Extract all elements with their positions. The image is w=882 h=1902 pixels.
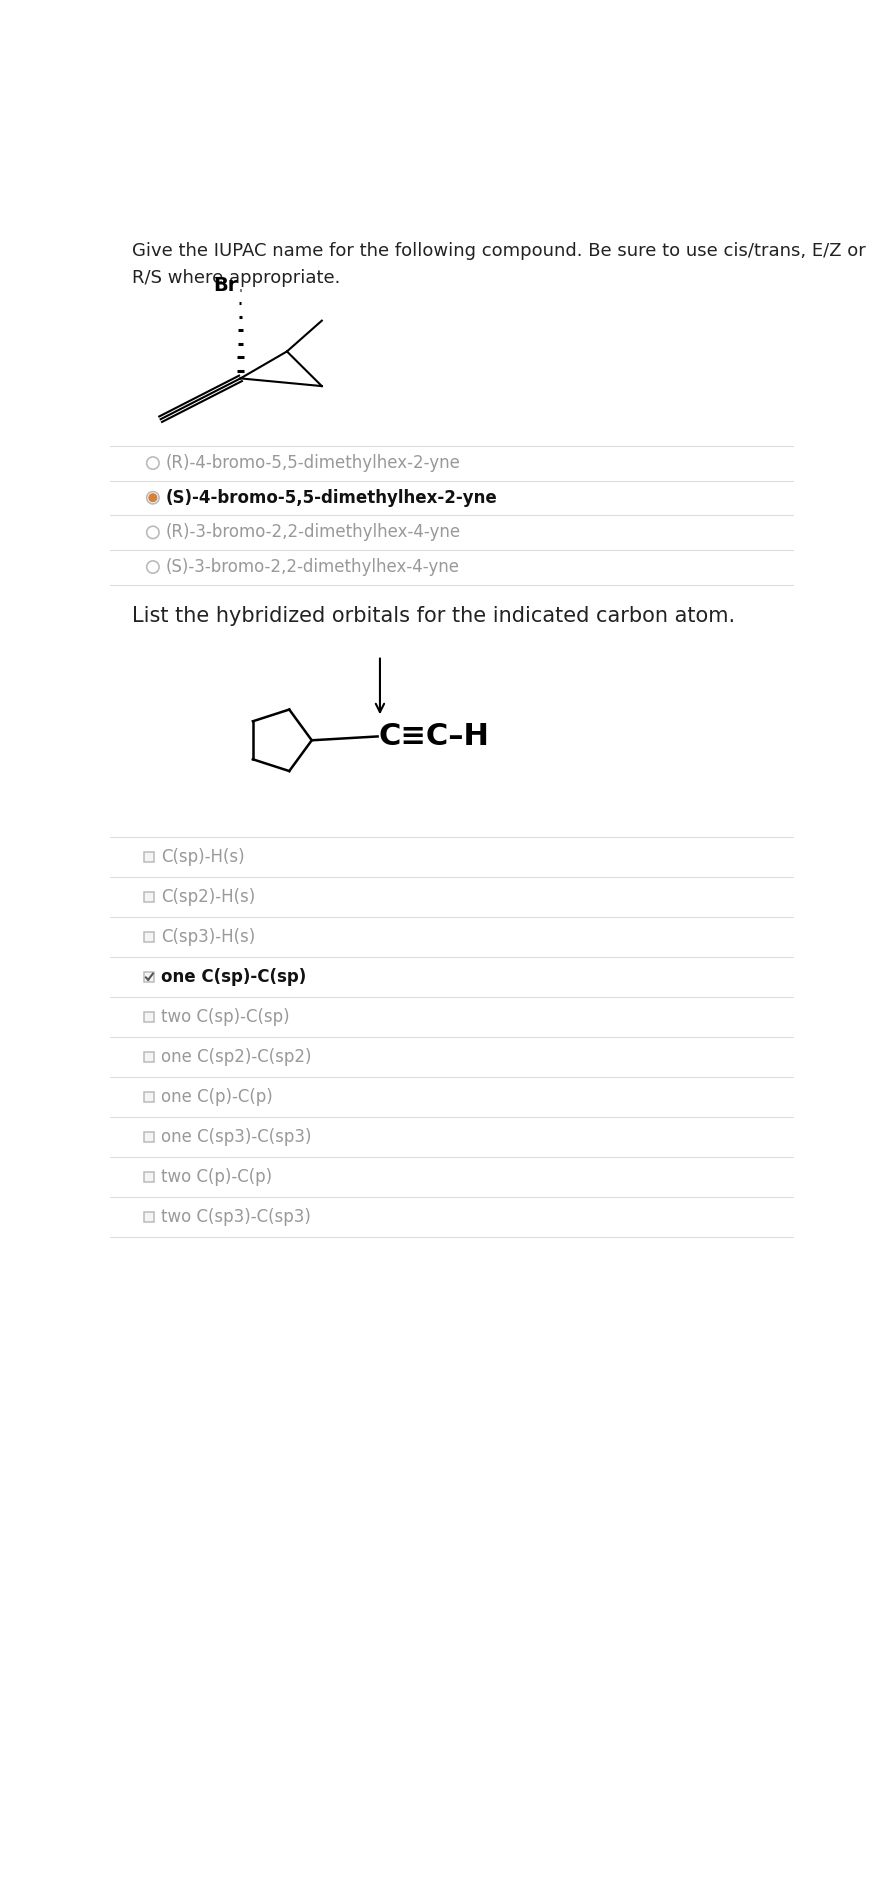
FancyBboxPatch shape (144, 1012, 154, 1021)
Text: one C(sp2)-C(sp2): one C(sp2)-C(sp2) (161, 1048, 311, 1065)
FancyBboxPatch shape (144, 852, 154, 862)
Text: one C(p)-C(p): one C(p)-C(p) (161, 1088, 273, 1105)
FancyBboxPatch shape (144, 892, 154, 902)
Text: one C(sp3)-C(sp3): one C(sp3)-C(sp3) (161, 1128, 311, 1145)
Text: C≡C–H: C≡C–H (378, 723, 490, 751)
FancyBboxPatch shape (144, 1212, 154, 1221)
FancyBboxPatch shape (144, 1172, 154, 1181)
Text: C(sp)-H(s): C(sp)-H(s) (161, 848, 244, 865)
Text: two C(sp)-C(sp): two C(sp)-C(sp) (161, 1008, 289, 1025)
Text: two C(p)-C(p): two C(p)-C(p) (161, 1168, 272, 1185)
FancyBboxPatch shape (144, 932, 154, 941)
Text: one C(sp)-C(sp): one C(sp)-C(sp) (161, 968, 306, 985)
FancyBboxPatch shape (144, 1052, 154, 1061)
Text: (R)-3-bromo-2,2-dimethylhex-4-yne: (R)-3-bromo-2,2-dimethylhex-4-yne (166, 523, 461, 542)
Circle shape (149, 495, 157, 502)
FancyBboxPatch shape (144, 1092, 154, 1101)
Text: Br: Br (213, 276, 237, 295)
Text: C(sp3)-H(s): C(sp3)-H(s) (161, 928, 255, 945)
FancyBboxPatch shape (144, 972, 154, 981)
Text: (S)-4-bromo-5,5-dimethylhex-2-yne: (S)-4-bromo-5,5-dimethylhex-2-yne (166, 489, 497, 506)
Text: Give the IUPAC name for the following compound. Be sure to use cis/trans, E/Z or: Give the IUPAC name for the following co… (132, 242, 866, 287)
Text: C(sp2)-H(s): C(sp2)-H(s) (161, 888, 255, 905)
Text: (S)-3-bromo-2,2-dimethylhex-4-yne: (S)-3-bromo-2,2-dimethylhex-4-yne (166, 557, 460, 576)
FancyBboxPatch shape (144, 1132, 154, 1141)
Text: (R)-4-bromo-5,5-dimethylhex-2-yne: (R)-4-bromo-5,5-dimethylhex-2-yne (166, 455, 461, 472)
Text: List the hybridized orbitals for the indicated carbon atom.: List the hybridized orbitals for the ind… (132, 605, 735, 626)
Text: two C(sp3)-C(sp3): two C(sp3)-C(sp3) (161, 1208, 310, 1227)
